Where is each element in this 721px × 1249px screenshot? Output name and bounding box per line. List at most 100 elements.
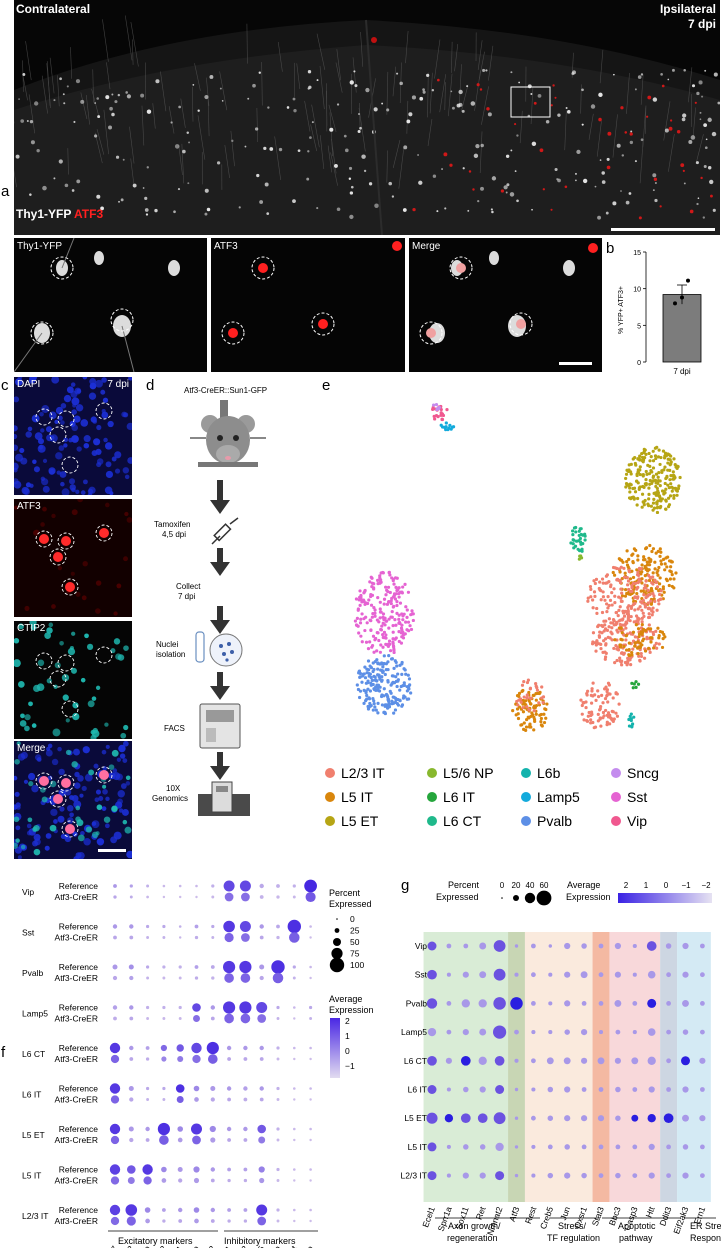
yfp-neuron — [381, 102, 384, 105]
size-legend-label: 50 — [350, 937, 360, 947]
umap-point-l5it — [623, 588, 628, 592]
umap-point-l5it — [668, 569, 672, 573]
umap-point-l5et — [672, 457, 676, 461]
umap-point-l5et — [637, 486, 642, 490]
yfp-neuron — [192, 83, 195, 86]
yfp-neuron — [616, 143, 621, 148]
umap-point-l23it — [535, 688, 540, 692]
yfp-neuron — [399, 81, 403, 86]
yfp-neuron — [186, 131, 190, 134]
umap-point-pvalb — [369, 683, 373, 687]
inset-merge: Merge — [409, 238, 602, 372]
dendrite — [478, 51, 485, 81]
nucleus — [120, 783, 127, 789]
umap-point-l23it — [522, 679, 526, 684]
dot-atf3-creer — [194, 1097, 199, 1102]
dot-atf3-creer — [309, 1138, 312, 1142]
umap-point-sst — [376, 596, 380, 600]
umap-point-l5et — [650, 480, 654, 484]
umap-point-pvalb — [407, 677, 412, 681]
nucleus — [45, 833, 52, 839]
dendrite — [94, 132, 103, 164]
yfp-neuron — [545, 119, 550, 124]
yfp-neuron — [654, 198, 658, 203]
yfp-neuron — [652, 189, 655, 192]
yfp-neuron — [683, 182, 686, 185]
umap-point-sst — [401, 585, 405, 589]
dendrite — [458, 64, 462, 109]
yfp-neuron — [606, 157, 610, 161]
atf3-nucleus — [539, 148, 544, 153]
umap-point-vip — [445, 408, 449, 412]
umap-point-pvalb — [377, 689, 382, 693]
atf3-nucleus — [550, 104, 553, 107]
umap-point-pvalb — [395, 702, 399, 706]
dot-atf3-creer — [243, 1138, 248, 1142]
umap-point-l5et — [658, 479, 662, 483]
umap-point-l23it — [627, 604, 631, 608]
umap-point-l5et — [655, 500, 659, 505]
dot-atf3-creer — [276, 1219, 280, 1223]
nucleus — [28, 781, 34, 787]
umap-point-sst — [358, 603, 362, 607]
yfp-neuron — [94, 134, 98, 138]
umap-point-l23it — [604, 708, 608, 713]
atf3-c-image: ATF3 — [14, 499, 132, 617]
umap-point-l6b — [629, 712, 633, 716]
legend-label: Pvalb — [537, 813, 572, 829]
umap-point-l5it — [538, 690, 542, 694]
dashed-cell-outline — [509, 312, 533, 336]
nucleus — [39, 411, 44, 417]
dot-reference — [226, 1045, 232, 1051]
dot-reference — [129, 1005, 134, 1010]
yfp-neuron — [531, 141, 537, 147]
atf3-nucleus — [472, 188, 475, 191]
dot-reference — [162, 924, 166, 929]
umap-point-l23it — [617, 619, 621, 623]
dendrite — [692, 107, 696, 140]
yfp-neuron — [575, 172, 577, 175]
dashed-cell-outline — [95, 524, 113, 542]
umap-point-l23it — [541, 695, 546, 699]
dendrite — [191, 86, 194, 122]
dot-reference — [259, 924, 264, 929]
yfp-neuron — [510, 149, 513, 152]
nucleus — [52, 728, 61, 737]
dot-atf3-creer — [309, 976, 312, 980]
gene-dot — [581, 1087, 587, 1092]
umap-point-l23it — [608, 598, 613, 602]
umap-point-l5et — [668, 478, 672, 482]
nucleus — [14, 467, 18, 473]
umap-point-l23it — [622, 614, 627, 618]
size-legend-dot — [329, 957, 345, 973]
gene-dot — [631, 1114, 639, 1122]
umap-point-pvalb — [401, 684, 405, 688]
yfp-neuron — [20, 119, 25, 123]
umap-point-l5it — [641, 558, 646, 562]
umap-point-l23it — [647, 615, 651, 620]
gene-dot — [426, 1112, 438, 1124]
umap-point-l5et — [649, 504, 653, 508]
umap-point-l5et — [647, 503, 651, 508]
yfp-neuron — [704, 146, 708, 150]
dendrite — [668, 133, 675, 172]
umap-point-sst — [375, 618, 379, 622]
dendrite — [160, 71, 167, 112]
umap-point-l5et — [631, 457, 635, 461]
umap-point-l23it — [589, 701, 594, 705]
nucleus — [61, 488, 70, 495]
color-legend-label: 2 — [345, 1016, 350, 1026]
umap-point-l23it — [648, 650, 652, 654]
umap-point-l23it — [612, 623, 616, 627]
umap-point-l6b — [627, 717, 631, 722]
umap-point-l23it — [535, 685, 539, 690]
nucleus — [49, 824, 57, 832]
atf3-nucleus — [629, 132, 633, 136]
gene-dot — [479, 1086, 486, 1093]
gene-dot — [632, 1030, 637, 1035]
gene-dot — [444, 1114, 454, 1123]
atf3-stain-label: ATF3 — [74, 207, 104, 221]
nucleus — [14, 775, 18, 781]
umap-point-l5et — [654, 456, 658, 461]
umap-point-sst — [382, 630, 387, 634]
